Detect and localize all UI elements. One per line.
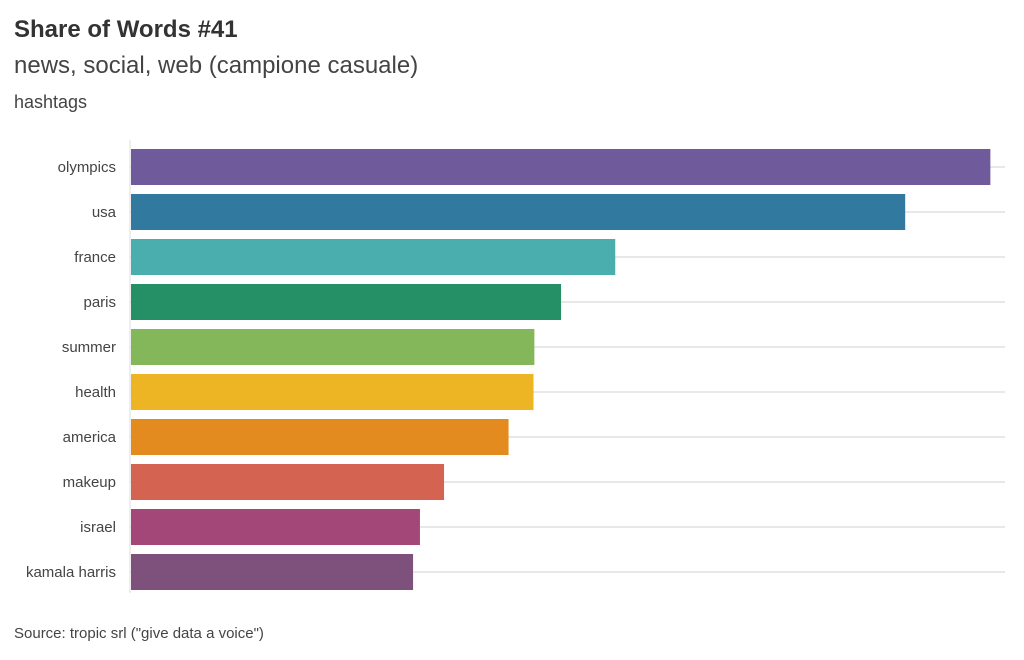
- y-tick-label: usa: [92, 204, 117, 221]
- y-tick-label: france: [74, 249, 116, 266]
- bar-usa: [131, 194, 906, 230]
- y-tick-label: israel: [80, 519, 116, 536]
- axis-caption: hashtags: [14, 92, 88, 112]
- y-tick-label: health: [75, 384, 116, 401]
- bar-israel: [131, 509, 420, 545]
- bar-olympics: [131, 149, 991, 185]
- chart-subtitle: news, social, web (campione casuale): [14, 52, 419, 79]
- bar-summer: [131, 329, 535, 365]
- y-tick-label: makeup: [63, 474, 116, 491]
- bar-health: [131, 374, 534, 410]
- bar-france: [131, 239, 616, 275]
- source-note: Source: tropic srl ("give data a voice"): [14, 625, 264, 642]
- y-tick-label: summer: [62, 339, 116, 356]
- y-tick-label: paris: [83, 294, 116, 311]
- chart-title: Share of Words #41: [14, 16, 238, 43]
- y-tick-label: america: [63, 429, 117, 446]
- y-tick-label: kamala harris: [26, 564, 116, 581]
- bar-makeup: [131, 464, 445, 500]
- bar-america: [131, 419, 509, 455]
- bar-kamala-harris: [131, 554, 414, 590]
- y-tick-label: olympics: [58, 159, 116, 176]
- bar-paris: [131, 284, 562, 320]
